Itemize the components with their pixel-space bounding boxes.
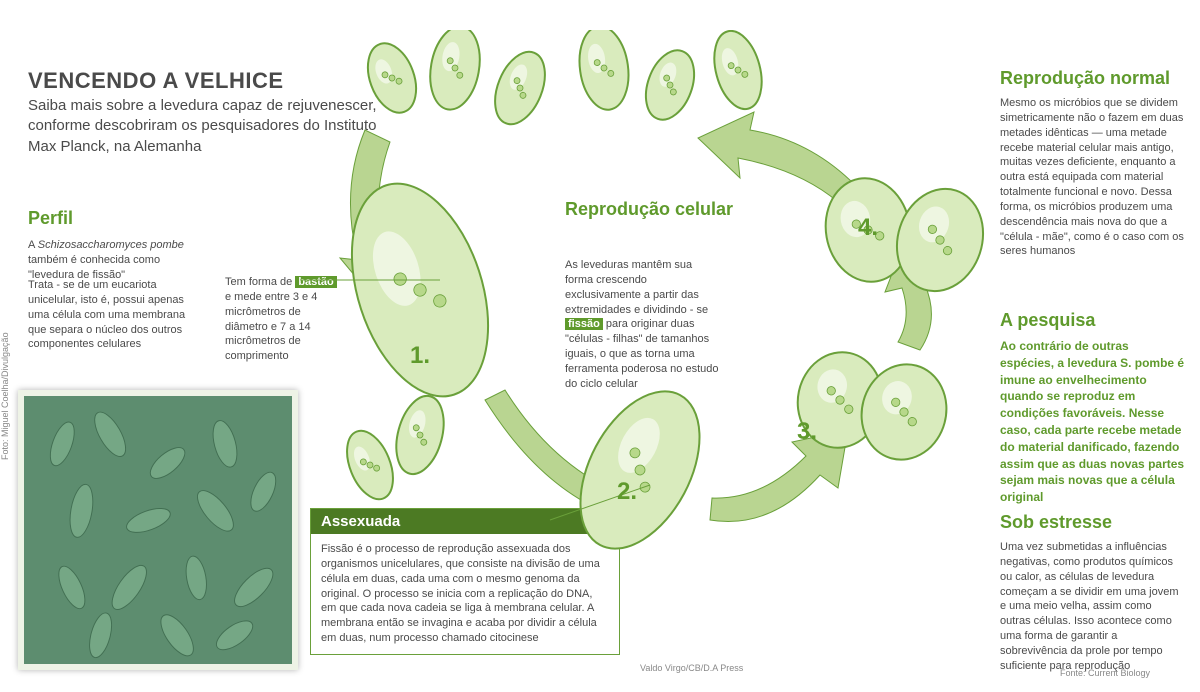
repnorm-body: Mesmo os micróbios que se dividem simetr…	[1000, 96, 1185, 259]
pesquisa-body: Ao contrário de outras espécies, a leved…	[1000, 338, 1185, 506]
repnorm-heading: Reprodução normal	[1000, 68, 1170, 89]
stress-body: Uma vez submetidas a influências negativ…	[1000, 540, 1185, 674]
cycle-arrow	[698, 112, 855, 202]
microscopy-svg	[24, 396, 292, 664]
microscopy-photo	[18, 390, 298, 670]
yeast-cell	[359, 37, 425, 120]
page-title: VENCENDO A VELHICE	[28, 68, 284, 94]
stress-heading: Sob estresse	[1000, 512, 1112, 533]
perfil-p1a: A	[28, 239, 38, 251]
perfil-paragraph-2: Trata - se de um eucariota unicelular, i…	[28, 278, 198, 352]
source-credit: Fonte: Current Biology	[1060, 668, 1150, 678]
yeast-cell	[637, 44, 703, 127]
pesquisa-heading: A pesquisa	[1000, 310, 1095, 331]
yeast-cell	[574, 30, 633, 113]
yeast-cell	[706, 30, 769, 114]
illustration-credit: Valdo Virgo/CB/D.A Press	[640, 663, 743, 673]
yeast-cell	[424, 30, 486, 114]
perfil-p1b: também é conhecida como "levedura de fis…	[28, 254, 160, 281]
photo-credit: Foto: Miguel Coelha/Divulgação	[0, 332, 10, 460]
stage-4-label: 4.	[858, 214, 878, 242]
cycle-diagram	[300, 30, 1000, 670]
perfil-paragraph-1: A Schizosaccharomyces pombe também é con…	[28, 238, 198, 283]
yeast-cell	[485, 45, 554, 132]
shape-pre: Tem forma de	[225, 276, 295, 288]
yeast-cell	[388, 391, 451, 480]
perfil-species-name: Schizosaccharomyces pombe	[38, 239, 184, 251]
stage-2-label: 2.	[617, 478, 637, 506]
perfil-heading: Perfil	[28, 208, 73, 229]
yeast-cell	[338, 424, 402, 506]
stage-3-label: 3.	[797, 418, 817, 446]
stage-1-label: 1.	[410, 342, 430, 370]
yeast-cell	[556, 371, 724, 568]
cycle-diagram-svg	[300, 30, 1000, 670]
